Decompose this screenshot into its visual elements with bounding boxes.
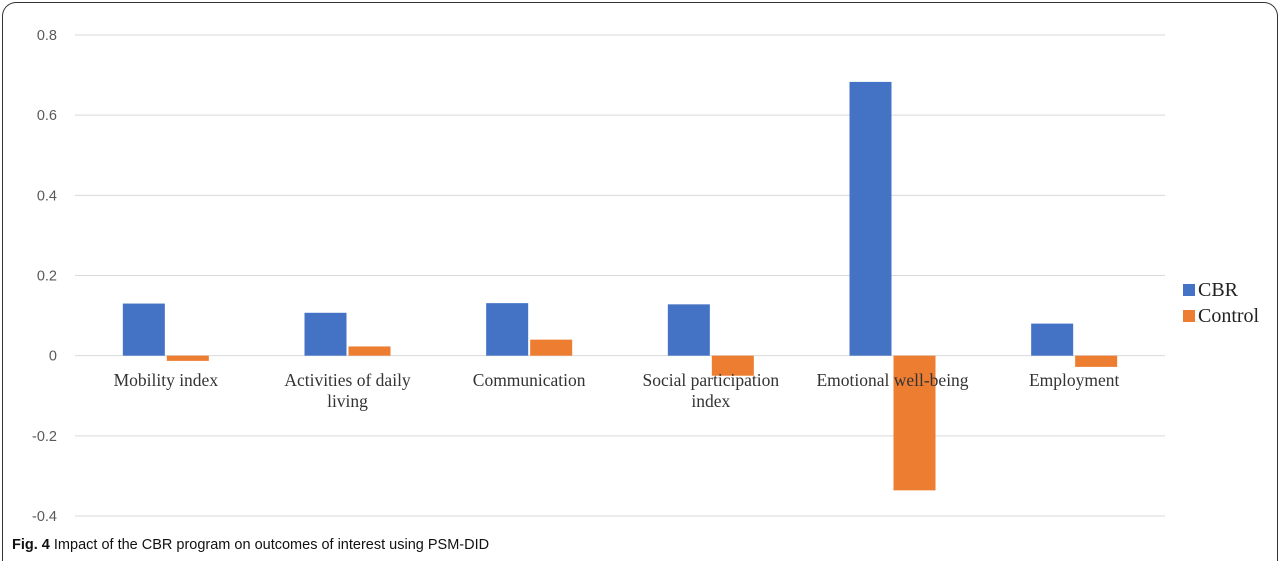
bar-cbr-4 [849, 81, 892, 356]
bar-cbr-5 [1031, 323, 1074, 356]
bar-cbr-1 [304, 312, 347, 356]
legend-label-cbr: CBR [1198, 278, 1239, 301]
y-tick-label: -0.2 [32, 429, 57, 445]
x-category-label: index [691, 391, 730, 411]
figure-caption-text: Impact of the CBR program on outcomes of… [49, 537, 490, 553]
x-category-label: Communication [473, 370, 586, 390]
legend-item-cbr: CBR [1183, 277, 1259, 303]
x-category-label: Employment [1029, 370, 1120, 390]
y-tick-label: 0.8 [37, 28, 57, 44]
bar-cbr-3 [667, 304, 710, 356]
legend-swatch-control [1183, 310, 1195, 322]
x-category-label: Emotional well-being [816, 370, 968, 390]
x-category-label: living [327, 391, 368, 411]
legend-label-control: Control [1198, 304, 1260, 327]
figure-caption: Fig. 4 Impact of the CBR program on outc… [12, 537, 489, 553]
bar-control-0 [166, 355, 209, 361]
y-tick-label: -0.4 [32, 509, 57, 525]
x-category-label: Mobility index [114, 370, 219, 390]
y-tick-label: 0.4 [37, 188, 57, 204]
x-category-label: Social participation [643, 370, 780, 390]
y-tick-label: 0.6 [37, 108, 57, 124]
bar-control-1 [348, 346, 391, 356]
bar-cbr-0 [122, 303, 165, 356]
figure-number: Fig. 4 [12, 537, 50, 553]
bar-control-4 [893, 355, 936, 491]
legend-swatch-cbr [1183, 284, 1195, 296]
x-category-label: Activities of daily [284, 370, 411, 390]
legend-item-control: Control [1183, 303, 1259, 329]
bar-control-3 [711, 355, 754, 376]
bar-cbr-2 [486, 303, 529, 356]
y-tick-label: 0.2 [37, 269, 57, 285]
bar-control-2 [530, 339, 573, 356]
chart-legend: CBR Control [1183, 277, 1259, 329]
y-tick-label: 0 [49, 349, 57, 365]
bar-control-5 [1075, 355, 1118, 367]
